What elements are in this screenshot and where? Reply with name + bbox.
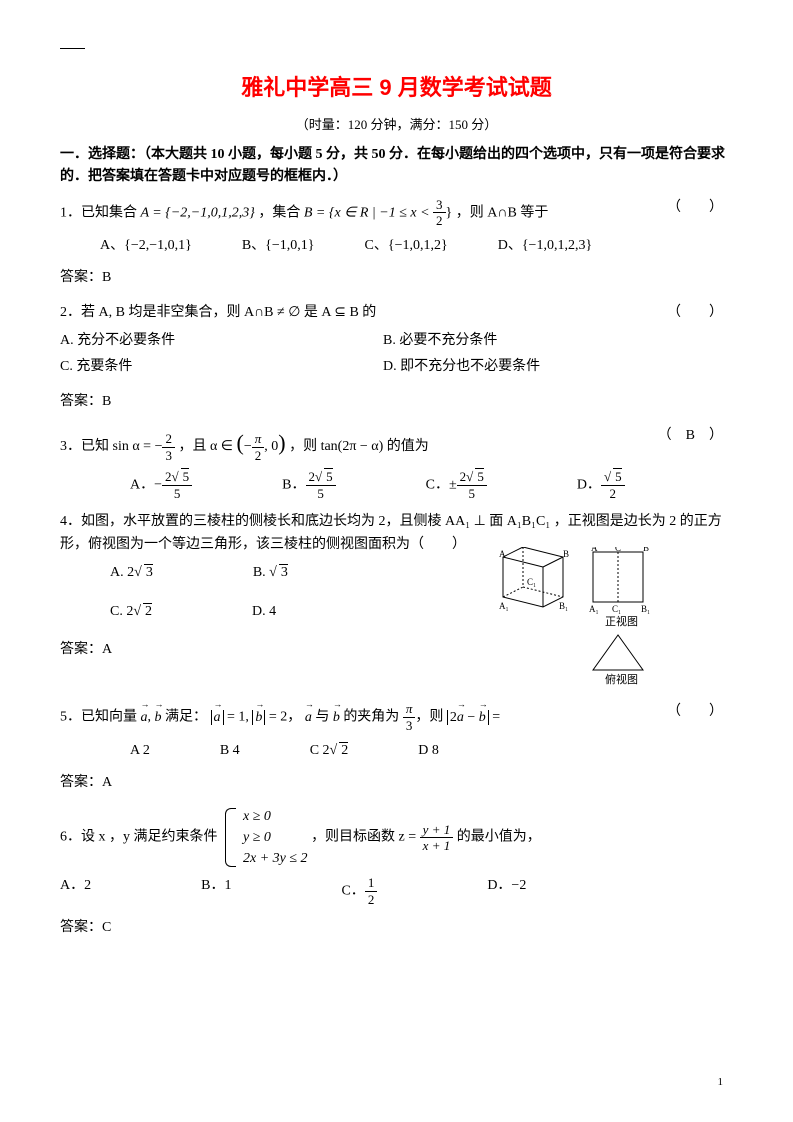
q4-optA: A. 23 (110, 562, 153, 584)
q5-f: 的夹角为 (340, 710, 403, 725)
q3-int-b: , 0 (264, 439, 278, 454)
svg-text:C₁: C₁ (527, 577, 536, 587)
q4-optC: C. 22 (110, 601, 152, 623)
q1-text-a: 1．已知集合 (60, 205, 141, 220)
q6-stem: 6．设 x ，y 满足约束条件 x ≥ 0 y ≥ 0 2x + 3y ≤ 2 … (60, 806, 733, 869)
q1-optB: B、{−1,0,1} (242, 235, 315, 257)
q2-answer: 答案：B (60, 391, 733, 413)
q2-text: 2．若 A, B 均是非空集合，则 A∩B ≠ ∅ 是 A ⊆ B 的 (60, 305, 376, 320)
exam-subtitle: （时量：120 分钟，满分：150 分） (60, 115, 733, 136)
question-1: 1．已知集合 A = {−2,−1,0,1,2,3} ，集合 B = {x ∈ … (60, 197, 733, 258)
q3-stem: 3．已知 sin α = −23 ，且 α ∈ (−π2, 0) ，则 tan(… (60, 425, 733, 463)
svg-text:C: C (521, 547, 527, 548)
q5-options: A 2 B 4 C 22 D 8 (60, 740, 733, 762)
question-5: 5．已知向量 a, b 满足： a = 1, b = 2， a 与 b 的夹角为… (60, 701, 733, 762)
q4-optB: B. 3 (253, 562, 288, 584)
svg-text:A: A (591, 547, 598, 553)
q1-setB-post: } (446, 205, 453, 220)
q5-optC: C 22 (310, 740, 349, 762)
svg-text:A₁: A₁ (499, 601, 509, 611)
q6-options: A．2 B．1 C．12 D．−2 (60, 875, 733, 907)
top-view-label: 俯视图 (605, 672, 638, 686)
q3-optC: C．±255 (426, 469, 487, 501)
q4-diagram: A₁ B₁ C A B C₁ A C B A₁ C₁ B₁ 正视图 俯视图 (493, 547, 673, 687)
question-6: 6．设 x ，y 满足约束条件 x ≥ 0 y ≥ 0 2x + 3y ≤ 2 … (60, 806, 733, 907)
q1-options: A、{−2,−1,0,1} B、{−1,0,1} C、{−1,0,1,2} D、… (60, 235, 733, 257)
header-rule (60, 48, 85, 49)
q1-setB-pre: B = {x ∈ R | −1 ≤ x < (304, 205, 433, 220)
question-4: 4．如图，水平放置的三棱柱的侧棱长和底边长均为 2，且侧棱 AA₁ ⊥ 面 A₁… (60, 511, 733, 623)
svg-text:A₁: A₁ (589, 604, 599, 614)
q6-a: 6．设 x ，y 满足约束条件 (60, 830, 221, 845)
q3-paren: （ B ） (658, 425, 723, 447)
q5-paren: （ ） (667, 701, 723, 723)
q1-text-b: ，集合 (258, 205, 304, 220)
q5-e: 与 (312, 710, 333, 725)
q2-optD: D. 即不充分也不必要条件 (383, 356, 706, 378)
q1-text-c: ，则 A∩B 等于 (456, 205, 549, 220)
q3-optB: B．255 (282, 469, 335, 501)
exam-title: 雅礼中学高三 9 月数学考试试题 (60, 70, 733, 105)
q5-answer: 答案：A (60, 772, 733, 794)
q1-frac: 32 (433, 197, 446, 229)
q6-c2: y ≥ 0 (239, 827, 308, 848)
q3-optA: A．−255 (130, 469, 192, 501)
q2-paren: （ ） (667, 302, 723, 324)
q3-text-b: ，且 α ∈ (178, 439, 236, 454)
q6-optD: D．−2 (487, 875, 526, 907)
q3-optD: D．52 (577, 469, 625, 501)
svg-text:C₁: C₁ (612, 604, 621, 614)
q5-optD: D 8 (418, 740, 439, 762)
section-1-header: 一．选择题：（本大题共 10 小题，每小题 5 分，共 50 分．在每小题给出的… (60, 144, 733, 189)
prism-diagram-icon: A₁ B₁ C A B C₁ A C B A₁ C₁ B₁ 正视图 俯视图 (493, 547, 673, 687)
q3-options: A．−255 B．255 C．±255 D．52 (60, 469, 733, 501)
q6-c3: 2x + 3y ≤ 2 (239, 848, 308, 869)
svg-text:B: B (563, 549, 569, 559)
q3-text-a: 3．已知 sin α = − (60, 439, 162, 454)
q1-stem: 1．已知集合 A = {−2,−1,0,1,2,3} ，集合 B = {x ∈ … (60, 197, 733, 229)
q5-optA: A 2 (130, 740, 150, 762)
q5-c: = 1, (224, 710, 253, 725)
q6-answer: 答案：C (60, 917, 733, 939)
q1-optA: A、{−2,−1,0,1} (100, 235, 192, 257)
q6-b: ，则目标函数 z = (311, 830, 420, 845)
svg-text:C: C (615, 547, 621, 553)
q6-c: 的最小值为， (453, 830, 541, 845)
svg-text:B₁: B₁ (641, 604, 650, 614)
q5-a: 5．已知向量 (60, 710, 141, 725)
svg-text:B: B (643, 547, 649, 553)
svg-text:A: A (499, 549, 506, 559)
q3-int-a: − (244, 439, 252, 454)
q5-stem: 5．已知向量 a, b 满足： a = 1, b = 2， a 与 b 的夹角为… (60, 701, 733, 733)
question-2: 2．若 A, B 均是非空集合，则 A∩B ≠ ∅ 是 A ⊆ B 的 （ ） … (60, 302, 733, 381)
q5-d: = 2， (265, 710, 304, 725)
q1-answer: 答案：B (60, 267, 733, 289)
q5-b: 满足： (162, 710, 208, 725)
svg-text:B₁: B₁ (559, 601, 568, 611)
q2-optC: C. 充要条件 (60, 356, 383, 378)
q1-setA: A = {−2,−1,0,1,2,3} (141, 205, 255, 220)
q2-options: A. 充分不必要条件 B. 必要不充分条件 C. 充要条件 D. 即不充分也不必… (60, 330, 733, 381)
q2-stem: 2．若 A, B 均是非空集合，则 A∩B ≠ ∅ 是 A ⊆ B 的 （ ） (60, 302, 733, 324)
q6-c1: x ≥ 0 (239, 806, 308, 827)
front-view-label: 正视图 (605, 614, 638, 628)
q6-optC: C．12 (341, 875, 377, 907)
q6-system: x ≥ 0 y ≥ 0 2x + 3y ≤ 2 (221, 806, 308, 869)
q6-optB: B．1 (201, 875, 231, 907)
q3-frac1: 23 (162, 431, 175, 463)
q5-g: ，则 (415, 710, 447, 725)
q1-optC: C、{−1,0,1,2} (365, 235, 448, 257)
q5-h: = (489, 710, 500, 725)
q2-optB: B. 必要不充分条件 (383, 330, 706, 352)
q2-optA: A. 充分不必要条件 (60, 330, 383, 352)
page-number: 1 (718, 1074, 724, 1092)
q5-optB: B 4 (220, 740, 240, 762)
q4-optD: D. 4 (252, 601, 276, 623)
q3-frac2: π2 (252, 431, 265, 463)
q1-optD: D、{−1,0,1,2,3} (498, 235, 592, 257)
q6-optA: A．2 (60, 875, 91, 907)
q3-text-c: ，则 tan(2π − α) 的值为 (289, 439, 429, 454)
question-3: 3．已知 sin α = −23 ，且 α ∈ (−π2, 0) ，则 tan(… (60, 425, 733, 501)
q1-paren: （ ） (667, 197, 723, 219)
